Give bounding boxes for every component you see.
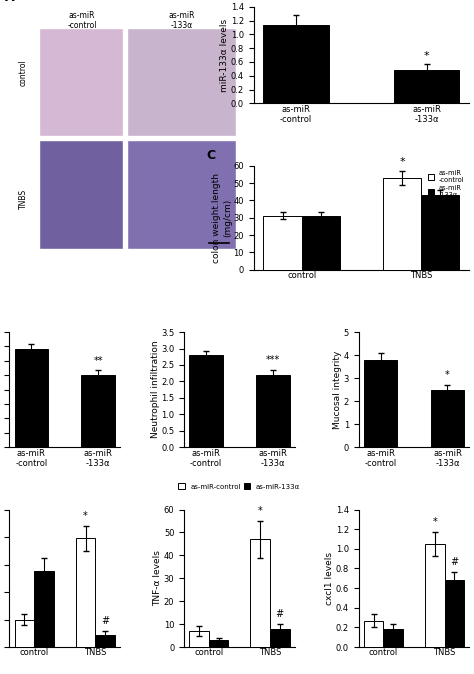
Text: C: C: [206, 148, 215, 162]
Legend: as-miR
-control, as-miR
-133α: as-miR -control, as-miR -133α: [426, 169, 466, 200]
Text: **: **: [93, 356, 103, 365]
Text: *: *: [399, 158, 405, 167]
Bar: [445, 580, 464, 647]
Bar: [364, 360, 397, 448]
Bar: [15, 349, 48, 448]
Y-axis label: Mucosal integrity: Mucosal integrity: [333, 350, 342, 429]
Bar: [301, 216, 340, 270]
Y-axis label: TNF-α levels: TNF-α levels: [154, 551, 163, 606]
Legend: as-miR-control, as-miR-133α: as-miR-control, as-miR-133α: [178, 483, 301, 490]
Bar: [421, 195, 459, 270]
Text: B: B: [206, 0, 216, 3]
Bar: [383, 630, 403, 647]
Bar: [82, 375, 115, 448]
Bar: [425, 544, 445, 647]
Bar: [95, 635, 115, 647]
Y-axis label: colon weight.length
(mg/cm): colon weight.length (mg/cm): [212, 173, 232, 263]
Text: as-miR
-133α: as-miR -133α: [168, 11, 195, 30]
Text: A: A: [5, 0, 15, 4]
Text: #: #: [101, 616, 109, 625]
Bar: [250, 539, 270, 647]
Bar: [209, 640, 228, 647]
Y-axis label: miR-133α levels: miR-133α levels: [220, 18, 229, 92]
Bar: [383, 178, 421, 270]
Bar: [270, 629, 290, 647]
Text: as-miR
-control: as-miR -control: [67, 11, 97, 30]
Bar: [264, 216, 301, 270]
Bar: [15, 619, 34, 647]
Bar: [127, 28, 236, 136]
Bar: [364, 621, 383, 647]
Bar: [189, 355, 223, 448]
Text: *: *: [445, 371, 450, 380]
Y-axis label: Neutrophil infiltration: Neutrophil infiltration: [151, 341, 160, 439]
Bar: [39, 140, 123, 249]
Text: TNBS: TNBS: [18, 189, 27, 209]
Text: *: *: [424, 51, 429, 61]
Bar: [34, 572, 54, 647]
Bar: [394, 69, 459, 103]
Bar: [256, 375, 290, 448]
Bar: [127, 140, 236, 249]
Text: #: #: [276, 609, 284, 619]
Bar: [431, 390, 464, 448]
Text: ***: ***: [266, 355, 280, 365]
Text: control: control: [18, 59, 27, 86]
Text: *: *: [83, 511, 88, 520]
Text: *: *: [432, 517, 437, 526]
Y-axis label: cxcl1 levels: cxcl1 levels: [325, 552, 334, 605]
Bar: [76, 539, 95, 647]
Bar: [39, 28, 123, 136]
Bar: [189, 631, 209, 647]
Text: *: *: [258, 506, 263, 516]
Bar: [264, 26, 329, 103]
Text: #: #: [450, 557, 458, 567]
